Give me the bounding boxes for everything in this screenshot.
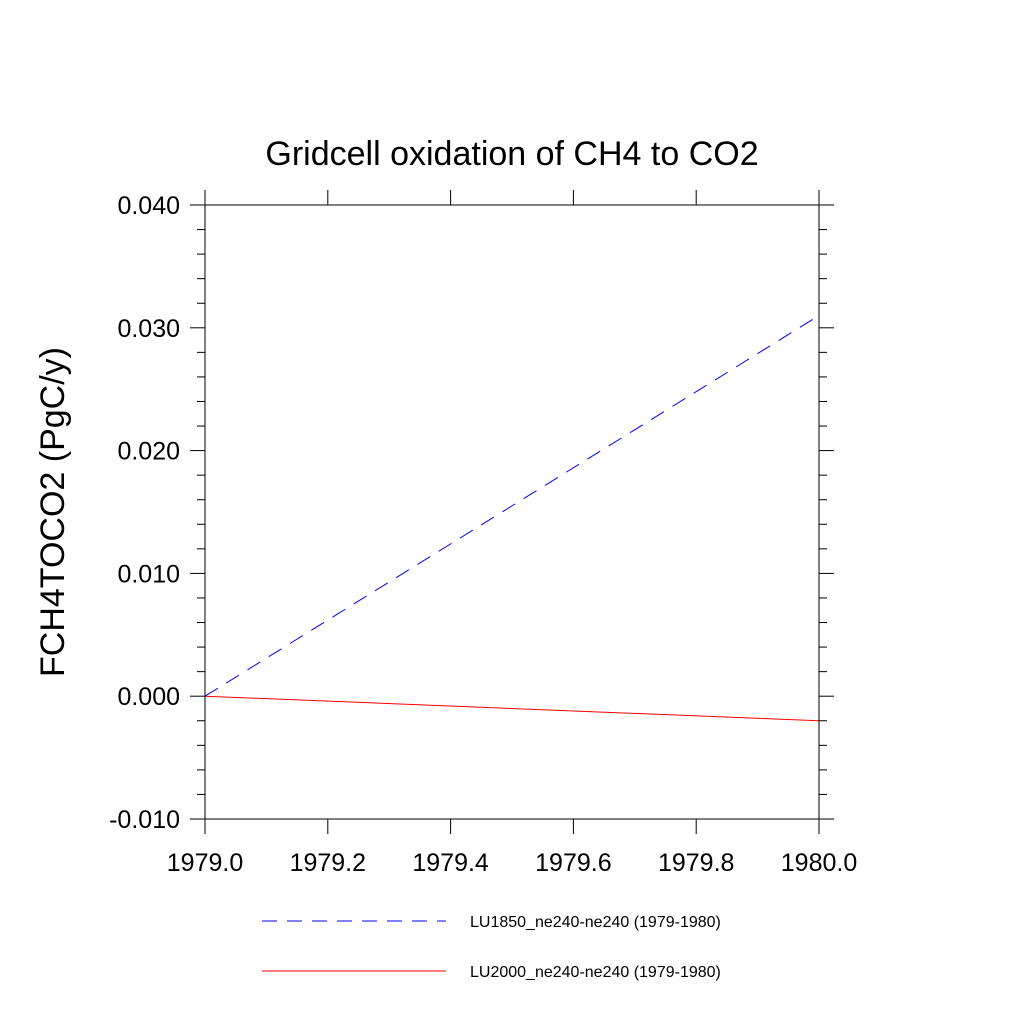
- y-tick-label: 0.030: [117, 315, 180, 343]
- y-tick-label: 0.000: [117, 683, 180, 711]
- x-tick-label: 1979.4: [412, 849, 489, 877]
- x-tick-label: 1979.2: [290, 849, 366, 877]
- chart-title: Gridcell oxidation of CH4 to CO2: [265, 135, 758, 173]
- x-tick-label: 1979.8: [658, 849, 734, 877]
- plot-frame: [204, 204, 820, 820]
- series-line-1: [204, 315, 820, 697]
- y-axis-label: FCH4TOCO2 (PgC/y): [34, 347, 72, 677]
- legend-label-1: LU1850_ne240-ne240 (1979-1980): [470, 914, 721, 931]
- axis-tick-labels: 1979.0 1979.2 1979.4 1979.6 1979.8 1980.0 -0.0…: [109, 192, 857, 877]
- x-tick-label: 1979.0: [167, 849, 243, 877]
- series-line-2: [204, 695, 820, 722]
- y-tick-label: 0.040: [117, 192, 180, 220]
- y-tick-label: -0.010: [109, 806, 180, 834]
- legend-label-2: LU2000_ne240-ne240 (1979-1980): [470, 964, 721, 981]
- legend: LU1850_ne240-ne240 (1979-1980) LU2000_ne2…: [262, 914, 721, 981]
- axis-ticks: [190, 190, 834, 834]
- series-lines: [204, 315, 820, 722]
- x-tick-label: 1980.0: [781, 849, 857, 877]
- y-tick-label: 0.010: [117, 560, 180, 588]
- y-tick-label: 0.020: [117, 438, 180, 466]
- x-tick-label: 1979.6: [535, 849, 611, 877]
